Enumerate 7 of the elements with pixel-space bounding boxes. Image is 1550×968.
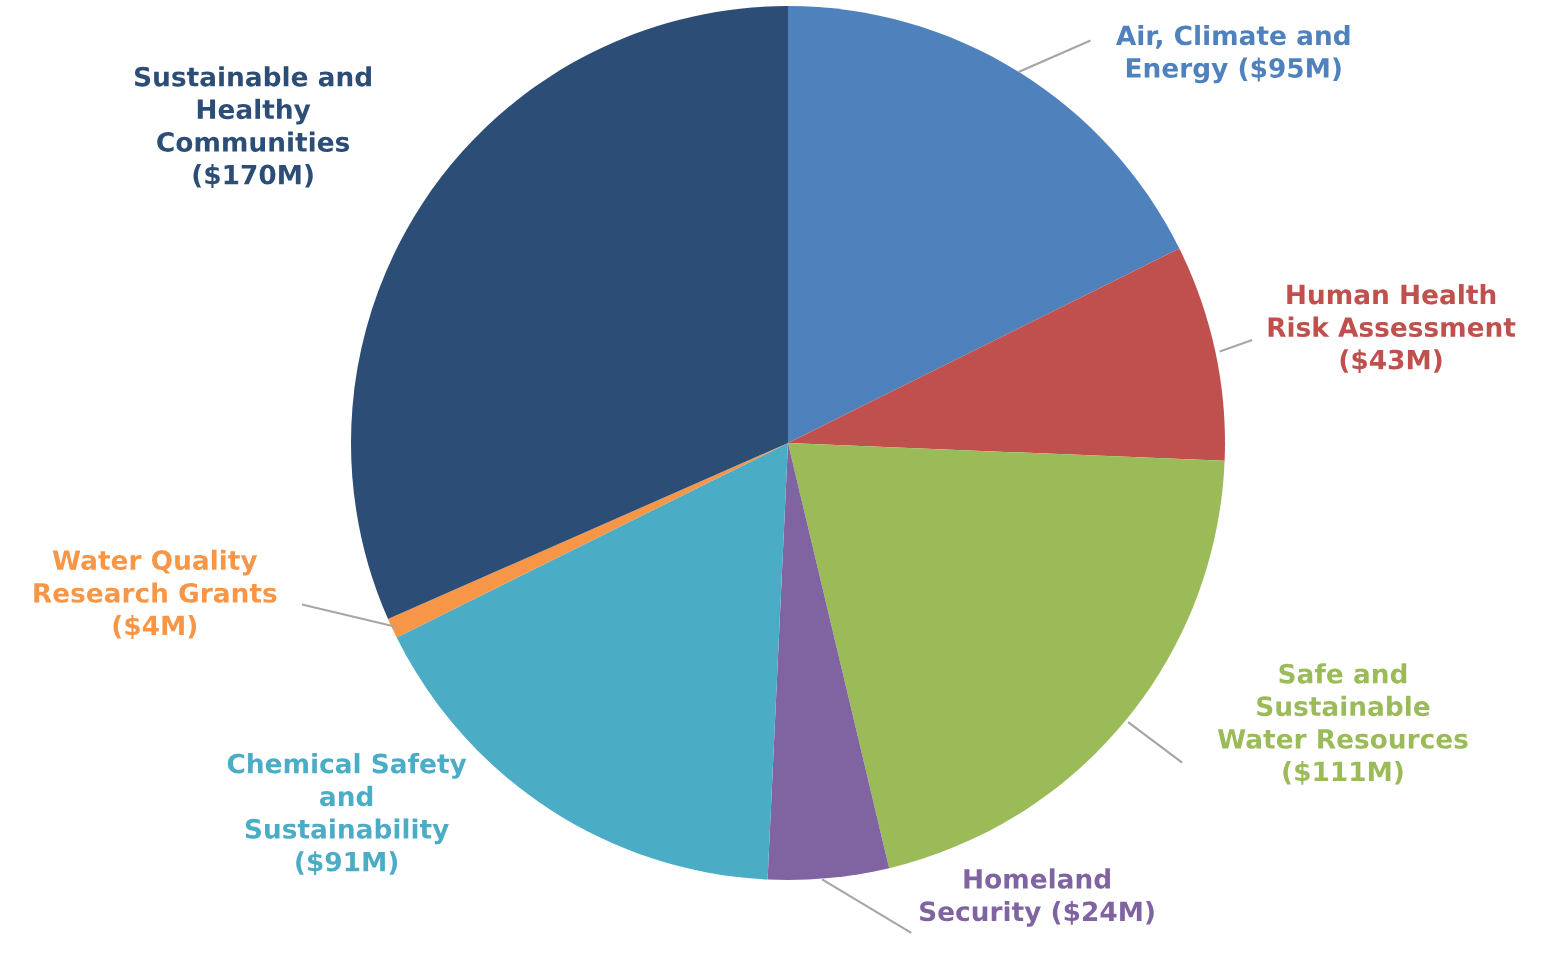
slice-label: Chemical Safety and Sustainability ($91M) [227, 753, 467, 876]
slice-label: Homeland Security ($24M) [920, 868, 1154, 927]
slice-label: Air, Climate and Energy ($95M) [1115, 24, 1350, 84]
slice-label: Safe and Sustainable Water Resources ($111M) [1217, 663, 1468, 785]
slice-label: Sustainable and Healthy Communities ($170M) [134, 66, 371, 189]
slice-label: Human Health Risk Assessment ($43M) [1268, 284, 1516, 374]
slice-label: Water Quality Research Grants ($4M) [34, 549, 277, 639]
